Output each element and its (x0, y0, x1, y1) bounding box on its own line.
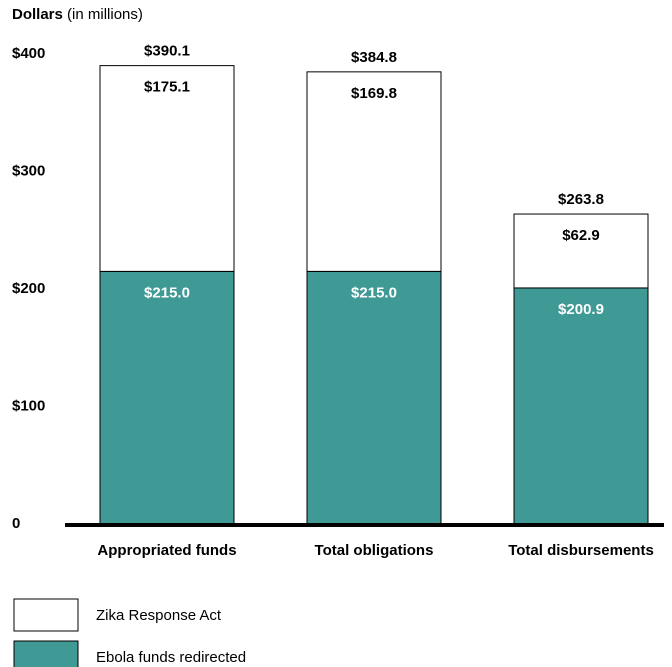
legend-swatch (13, 640, 79, 667)
x-tick-label: Appropriated funds (97, 542, 236, 559)
y-tick-label: $400 (12, 45, 45, 62)
legend-label: Zika Response Act (96, 607, 222, 624)
x-tick-label: Total obligations (315, 542, 434, 559)
x-tick-label: Total disbursements (508, 542, 654, 559)
bar-segment (99, 270, 235, 525)
value-label: $62.9 (562, 227, 600, 244)
y-axis-label: Dollars (12, 6, 63, 23)
bar-segment (306, 71, 442, 272)
value-label: $215.0 (351, 284, 397, 301)
y-tick-label: $300 (12, 162, 45, 179)
value-label: $215.0 (144, 284, 190, 301)
bar-segment (306, 270, 442, 525)
y-axis-title: Dollars (in millions) (12, 6, 143, 23)
bar-segment (513, 287, 649, 525)
value-label: $200.9 (558, 301, 604, 318)
total-label: $390.1 (144, 43, 190, 60)
y-tick-label: $100 (12, 397, 45, 414)
total-label: $263.8 (558, 191, 604, 208)
bar-segment (99, 65, 235, 272)
y-axis-note: (in millions) (67, 6, 143, 23)
legend-label: Ebola funds redirected (96, 649, 246, 666)
value-label: $169.8 (351, 85, 397, 102)
y-tick-label: $200 (12, 280, 45, 297)
total-label: $384.8 (351, 49, 397, 66)
y-tick-label: 0 (12, 515, 20, 532)
value-label: $175.1 (144, 79, 190, 96)
bar-segment (513, 213, 649, 289)
legend-swatch (13, 598, 79, 632)
